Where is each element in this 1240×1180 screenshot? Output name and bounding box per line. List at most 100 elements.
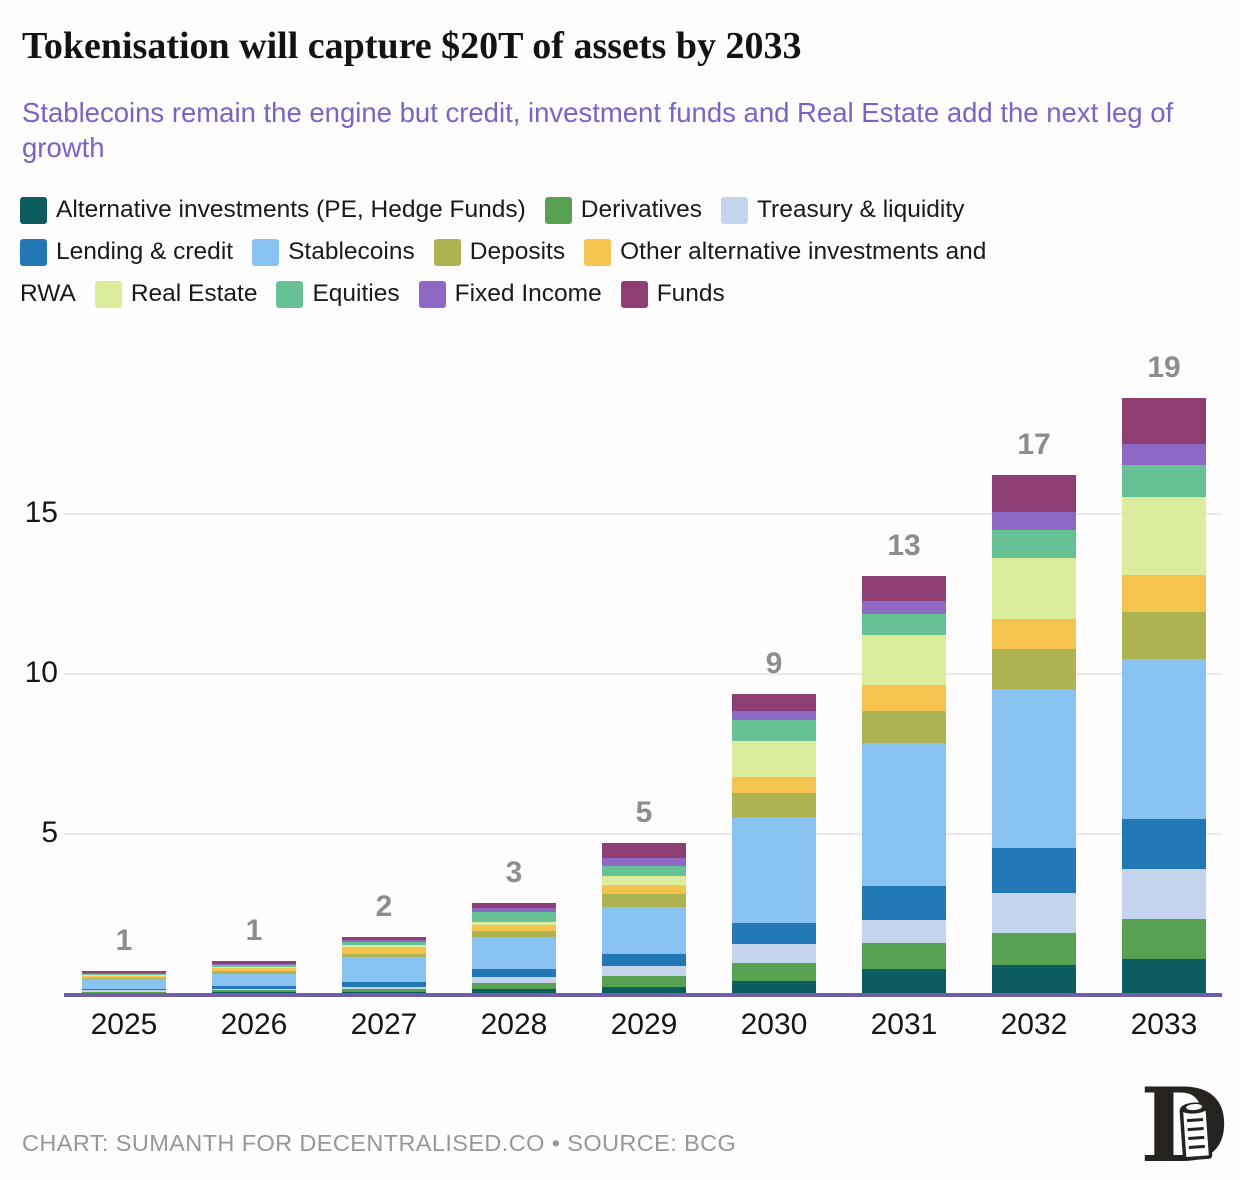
bar-total-label-2027: 2 <box>375 890 393 924</box>
bar-2025-segment-fixed-income <box>82 972 166 974</box>
x-axis-tick-2028: 2028 <box>480 1008 548 1041</box>
legend-item-other-alternative-investments-and-rwa: RWA <box>20 280 76 308</box>
decentralised-logo-icon: D <box>1138 1066 1230 1180</box>
legend-item-fixed-income: Fixed Income <box>418 280 602 308</box>
bar-2031-segment-stablecoins <box>862 743 946 886</box>
bar-2030-segment-other-alternative-investments-and-rwa <box>732 777 816 794</box>
bar-2029-segment-alternative-investments-pe-hedge-funds <box>602 986 686 994</box>
bar-2031-segment-other-alternative-investments-and-rwa <box>862 685 946 712</box>
bar-2027-segment-deposits <box>342 953 426 957</box>
chart-subtitle: Stablecoins remain the engine but credit… <box>22 97 1174 163</box>
gridline-15 <box>64 513 1222 515</box>
bar-2029-segment-deposits <box>602 894 686 908</box>
legend-row: Alternative investments (PE, Hedge Funds… <box>20 189 1205 231</box>
bar-2029-segment-real-estate <box>602 876 686 885</box>
gridline-10 <box>64 673 1222 675</box>
bar-2033-segment-alternative-investments-pe-hedge-funds <box>1122 958 1206 994</box>
bar-2030-segment-funds <box>732 694 816 712</box>
legend-swatch-fixed-income <box>418 280 446 308</box>
bar-2029-segment-treasury-liquidity <box>602 966 686 977</box>
bar-2028-segment-alternative-investments-pe-hedge-funds <box>472 989 556 994</box>
bar-2032-segment-lending-credit <box>992 848 1076 894</box>
bar-2032-segment-treasury-liquidity <box>992 893 1076 934</box>
legend-label: Derivatives <box>580 196 702 223</box>
legend-item-other-alternative-investments-and-rwa: Other alternative investments and <box>584 238 986 266</box>
bar-2032-segment-other-alternative-investments-and-rwa <box>992 619 1076 650</box>
bar-2030-segment-lending-credit <box>732 922 816 945</box>
bar-2025-segment-derivatives <box>82 991 166 994</box>
legend-item-funds: Funds <box>620 280 725 308</box>
bar-2031-segment-lending-credit <box>862 885 946 921</box>
bar-2029-segment-funds <box>602 842 686 858</box>
bar-2030-segment-alternative-investments-pe-hedge-funds <box>732 980 816 994</box>
bar-2025-segment-treasury-liquidity <box>82 990 166 992</box>
bar-2028-segment-equities <box>472 912 556 922</box>
bar-2028-segment-fixed-income <box>472 908 556 913</box>
bar-2025-segment-stablecoins <box>82 978 166 989</box>
bar-2026-segment-stablecoins <box>212 973 296 987</box>
bar-2026-segment-real-estate <box>212 967 296 969</box>
legend-label: Treasury & liquidity <box>756 196 965 223</box>
legend-label: Fixed Income <box>454 280 602 307</box>
bar-2026-segment-fixed-income <box>212 963 296 966</box>
x-axis-tick-2025: 2025 <box>90 1008 158 1041</box>
bar-2029-segment-stablecoins <box>602 907 686 955</box>
bar-2031-segment-treasury-liquidity <box>862 920 946 944</box>
y-axis-tick-15: 15 <box>24 496 58 529</box>
bar-2026-segment-lending-credit <box>212 986 296 989</box>
x-axis-tick-2031: 2031 <box>870 1008 938 1041</box>
bar-2029-segment-fixed-income <box>602 858 686 867</box>
legend-item-stablecoins: Stablecoins <box>252 238 415 266</box>
bar-2031-segment-deposits <box>862 711 946 744</box>
bar-2026-segment-derivatives <box>212 990 296 993</box>
legend: Alternative investments (PE, Hedge Funds… <box>20 189 1205 315</box>
legend-item-lending-credit: Lending & credit <box>20 238 233 266</box>
bar-2032-segment-deposits <box>992 649 1076 690</box>
bar-2031-segment-real-estate <box>862 635 946 686</box>
bar-total-label-2032: 17 <box>1017 427 1051 461</box>
bar-total-label-2026: 1 <box>245 914 263 948</box>
bar-total-label-2029: 5 <box>635 795 653 829</box>
bar-2028-segment-real-estate <box>472 922 556 926</box>
bar-2032-segment-funds <box>992 474 1076 512</box>
bar-2028-segment-other-alternative-investments-and-rwa <box>472 925 556 932</box>
bar-2027-segment-real-estate <box>342 945 426 948</box>
legend-item-equities: Equities <box>276 280 400 308</box>
x-axis-tick-2030: 2030 <box>740 1008 808 1041</box>
bar-2033-segment-treasury-liquidity <box>1122 868 1206 919</box>
bar-2033-segment-lending-credit <box>1122 818 1206 869</box>
bar-2030-segment-derivatives <box>732 962 816 981</box>
bar-2025-segment-real-estate <box>82 974 166 976</box>
bar-2028-segment-funds <box>472 902 556 909</box>
legend-swatch-funds <box>620 280 648 308</box>
chart-title: Tokenisation will capture $20T of assets… <box>22 25 802 67</box>
legend-item-derivatives: Derivatives <box>544 196 702 224</box>
bar-2031-segment-alternative-investments-pe-hedge-funds <box>862 969 946 994</box>
bar-2031-segment-derivatives <box>862 943 946 970</box>
bar-2031-segment-funds <box>862 576 946 602</box>
bar-2030-segment-equities <box>732 720 816 742</box>
bar-2025-segment-deposits <box>82 977 166 979</box>
bar-2026-segment-treasury-liquidity <box>212 988 296 991</box>
legend-swatch-stablecoins <box>252 238 280 266</box>
bar-2032-segment-alternative-investments-pe-hedge-funds <box>992 965 1076 994</box>
legend-swatch-deposits <box>433 238 461 266</box>
bar-2033-segment-other-alternative-investments-and-rwa <box>1122 574 1206 612</box>
bar-2033-segment-funds <box>1122 397 1206 445</box>
bar-2028-segment-stablecoins <box>472 937 556 970</box>
bar-2033-segment-equities <box>1122 465 1206 498</box>
legend-label: Real Estate <box>130 280 258 307</box>
bar-2027-segment-treasury-liquidity <box>342 987 426 990</box>
legend-row: RWA Real Estate Equities Fixed Income Funds <box>20 273 1205 315</box>
legend-item-deposits: Deposits <box>433 238 565 266</box>
bar-2029-segment-equities <box>602 866 686 877</box>
bar-2027-segment-lending-credit <box>342 982 426 988</box>
bar-2033-segment-deposits <box>1122 611 1206 659</box>
bar-2030-segment-real-estate <box>732 741 816 778</box>
bar-2026-segment-equities <box>212 965 296 968</box>
bar-2031-segment-fixed-income <box>862 601 946 615</box>
bar-2033-segment-real-estate <box>1122 497 1206 575</box>
legend-label: RWA <box>20 280 76 307</box>
legend-item-alternative-investments-pe-hedge-funds: Alternative investments (PE, Hedge Funds… <box>20 196 526 224</box>
